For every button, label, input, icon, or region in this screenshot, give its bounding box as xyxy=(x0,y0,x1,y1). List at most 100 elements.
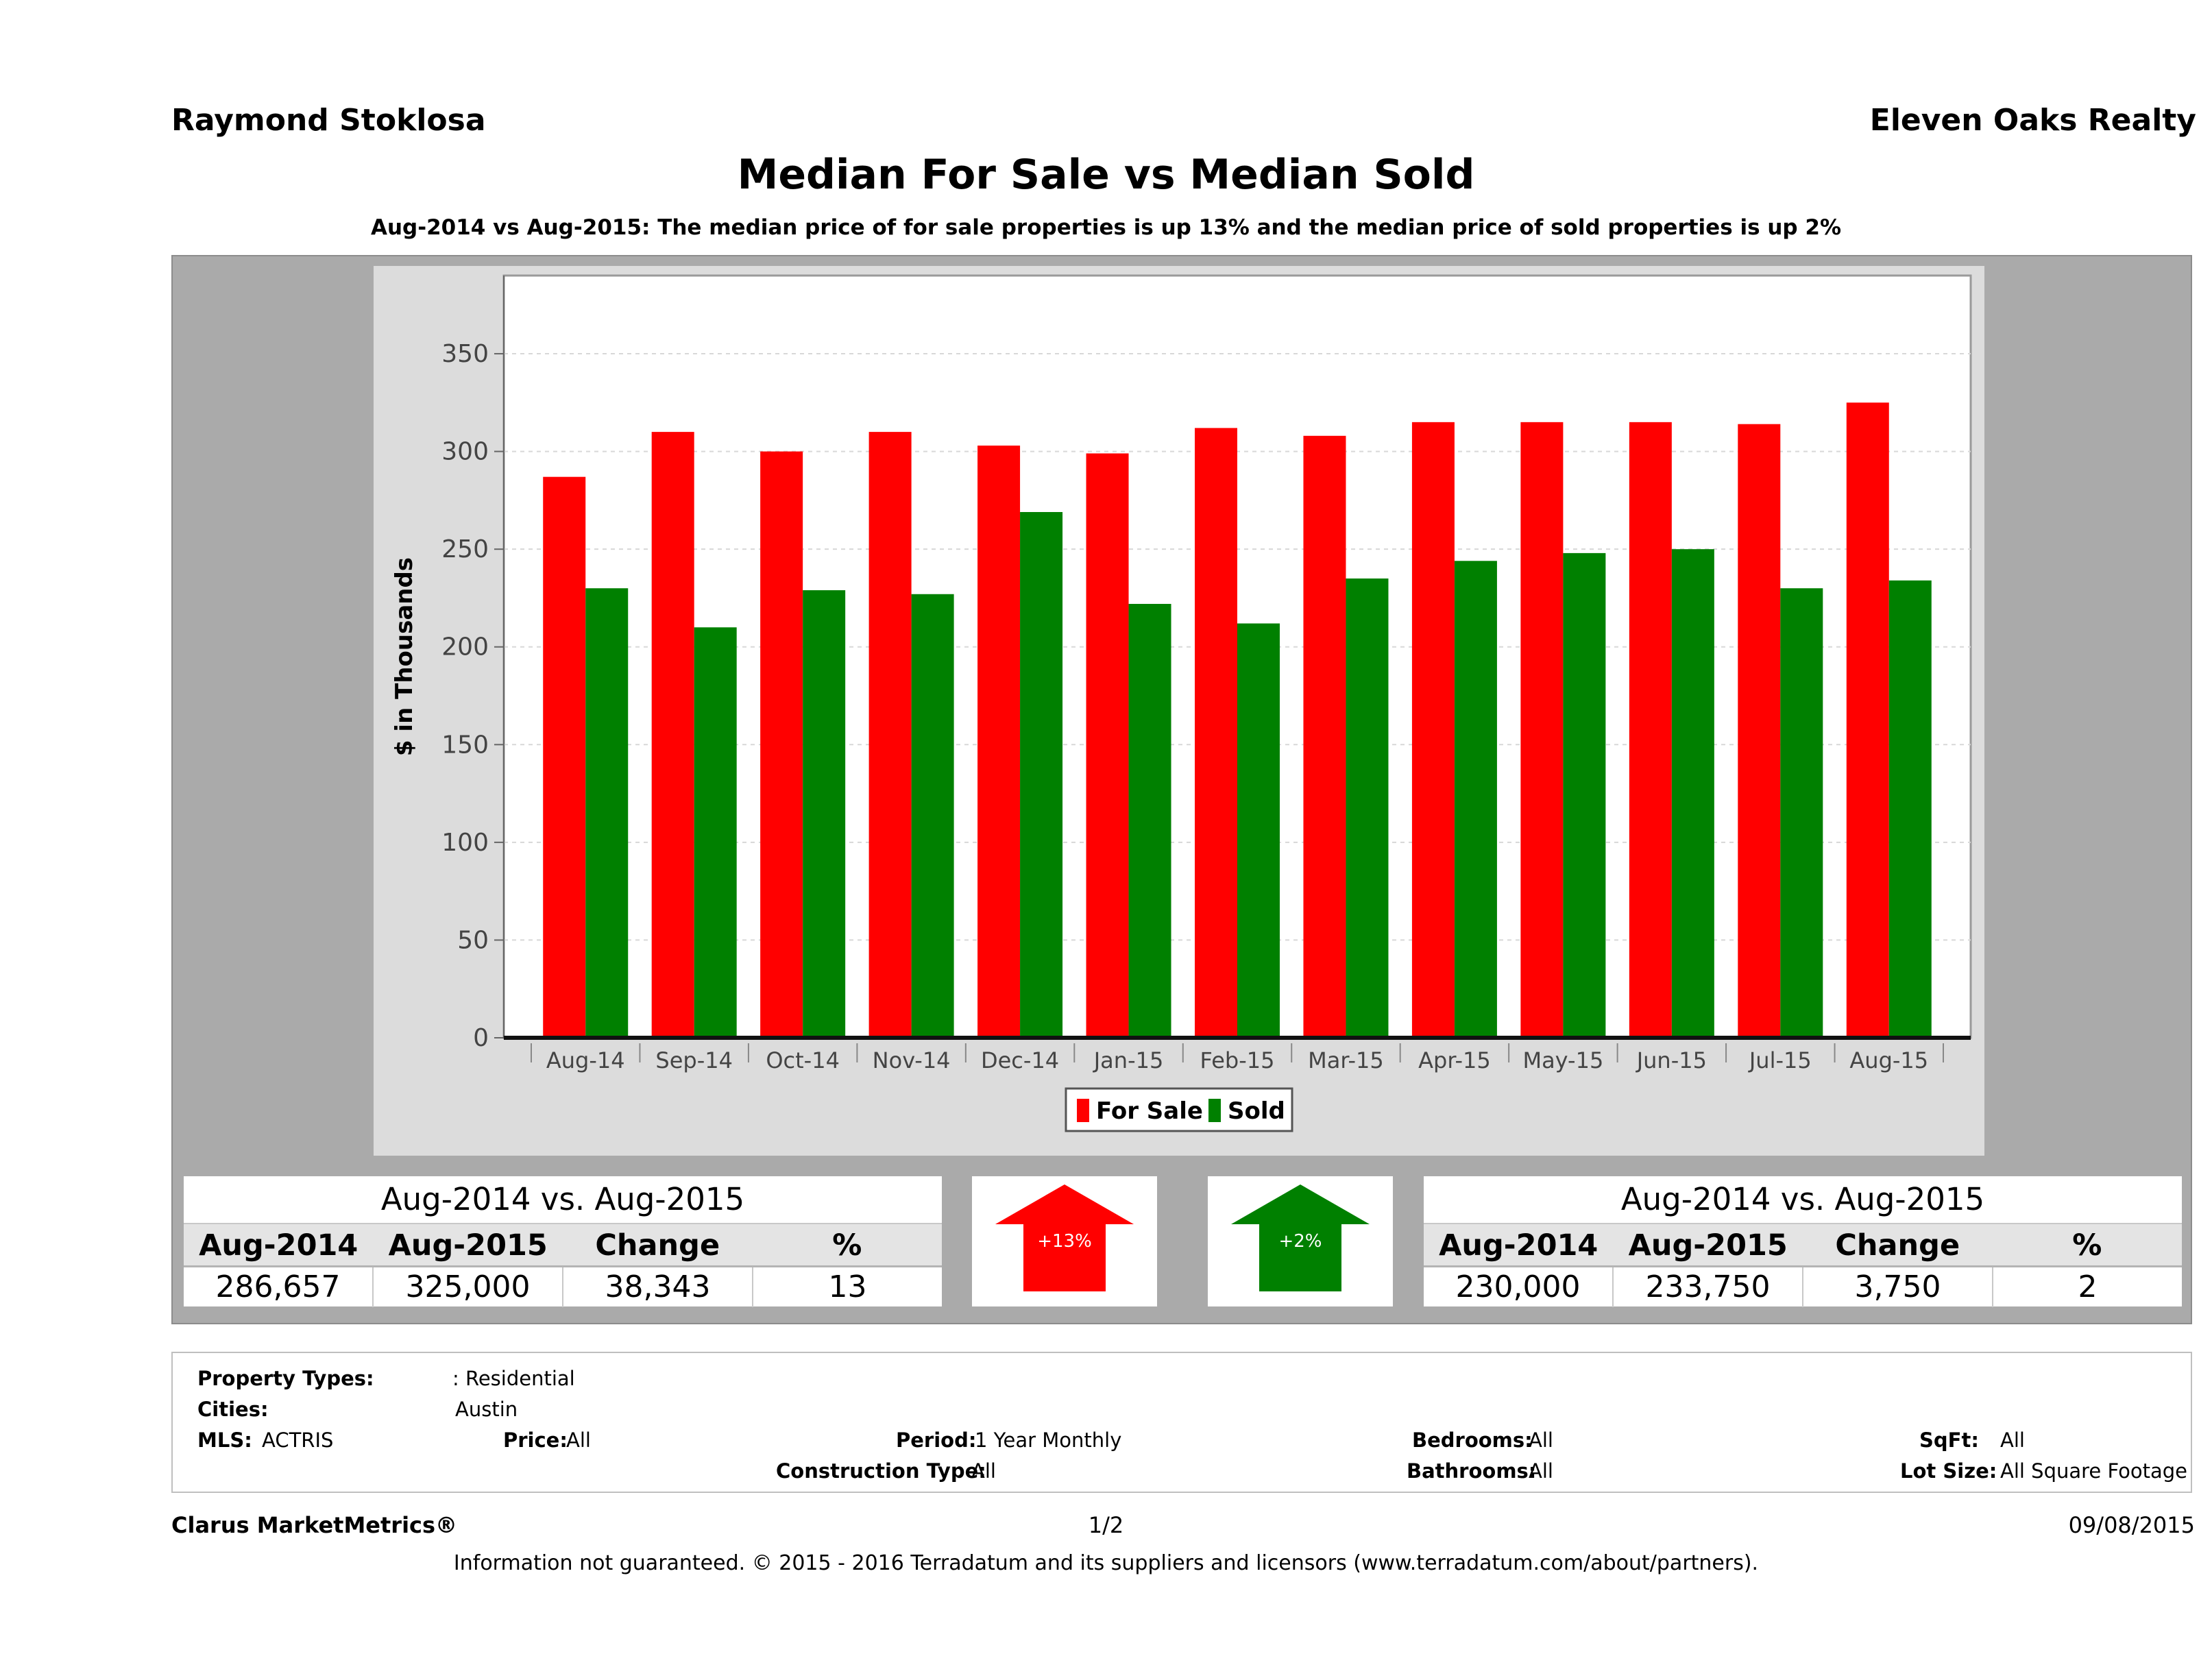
y-tick-label: 350 xyxy=(441,340,489,368)
bedrooms-label: Bedrooms: xyxy=(1412,1428,1533,1452)
table-cell: 286,657 xyxy=(215,1269,341,1304)
bar-sold xyxy=(1237,623,1280,1038)
period-label: Period: xyxy=(896,1428,977,1452)
legend-label-for-sale: For Sale xyxy=(1096,1097,1203,1125)
sold-change-label: +2% xyxy=(1278,1231,1322,1252)
bathrooms-label: Bathrooms: xyxy=(1407,1459,1537,1483)
bar-sold xyxy=(803,590,846,1038)
bar-sold xyxy=(694,627,737,1038)
bar-sold xyxy=(1563,552,1606,1038)
cities-label: Cities: xyxy=(197,1398,269,1421)
table-cell: 230,000 xyxy=(1455,1269,1581,1304)
report-filters: Property Types: : Residential Cities: Au… xyxy=(171,1352,2192,1493)
legend-swatch-for-sale xyxy=(1077,1099,1089,1122)
for-sale-change-label: +13% xyxy=(1037,1231,1092,1252)
bar-sold xyxy=(911,594,954,1038)
bar-sold xyxy=(1128,604,1171,1038)
column-header: Aug-2014 xyxy=(1439,1228,1599,1263)
table-cell: 38,343 xyxy=(562,1267,752,1307)
x-tick-label: Aug-14 xyxy=(546,1047,625,1073)
up-arrow-icon: +2% xyxy=(1231,1184,1370,1291)
x-tick-label: Apr-15 xyxy=(1418,1047,1491,1073)
construction-type-value: All xyxy=(971,1459,996,1483)
bathrooms-value: All xyxy=(1529,1459,1553,1483)
bar-for-sale xyxy=(1738,424,1781,1038)
property-types-value: : Residential xyxy=(452,1367,575,1390)
cities-value: Austin xyxy=(455,1398,518,1421)
bars xyxy=(543,402,1932,1038)
sold-table: Aug-2014 vs. Aug-2015 Aug-2014 Aug-2015 … xyxy=(1424,1176,2182,1307)
legend: For Sale Sold xyxy=(1065,1087,1293,1132)
bar-for-sale xyxy=(543,476,586,1038)
x-tick-label: Sep-14 xyxy=(655,1047,733,1073)
bar-sold xyxy=(1671,549,1714,1038)
y-tick-label: 0 xyxy=(473,1024,489,1052)
table-cell: 233,750 xyxy=(1612,1267,1802,1307)
bar-for-sale xyxy=(1629,422,1672,1038)
chart-title: Median For Sale vs Median Sold xyxy=(737,151,1475,199)
legend-label-sold: Sold xyxy=(1228,1097,1285,1125)
for-sale-change-indicator: +13% xyxy=(972,1176,1157,1306)
agent-name: Raymond Stoklosa xyxy=(171,103,486,138)
x-tick-label: Feb-15 xyxy=(1200,1047,1275,1073)
bar-for-sale xyxy=(760,451,803,1038)
sold-table-value-row: 230,000 233,750 3,750 2 xyxy=(1424,1265,2182,1307)
x-tick-label: Nov-14 xyxy=(873,1047,951,1073)
for-sale-table-heading: Aug-2014 vs. Aug-2015 xyxy=(380,1181,745,1217)
column-header: Change xyxy=(1835,1228,1960,1263)
lot-size-label: Lot Size: xyxy=(1900,1459,1997,1483)
x-tick-label: Jun-15 xyxy=(1636,1047,1707,1073)
table-cell: 2 xyxy=(1992,1267,2182,1307)
sold-table-heading: Aug-2014 vs. Aug-2015 xyxy=(1620,1181,1985,1217)
bedrooms-value: All xyxy=(1529,1428,1553,1452)
company-name: Eleven Oaks Realty xyxy=(1869,103,2196,138)
for-sale-table-header-row: Aug-2014 Aug-2015 Change % xyxy=(184,1223,942,1267)
y-axis-label: $ in Thousands xyxy=(391,557,418,756)
bar-for-sale xyxy=(977,446,1021,1038)
bar-for-sale xyxy=(1520,422,1564,1038)
bar-chart: 0 50 100 150 200 250 300 350 Aug-14 Sep-14 Oct-14 N… xyxy=(391,274,1972,1132)
column-header: Change xyxy=(595,1228,720,1263)
for-sale-table-value-row: 286,657 325,000 38,343 13 xyxy=(184,1265,942,1307)
x-tick-label: Mar-15 xyxy=(1308,1047,1384,1073)
mls-value: ACTRIS xyxy=(262,1428,334,1452)
property-types-label: Property Types: xyxy=(197,1367,374,1390)
price-label: Price: xyxy=(503,1428,568,1452)
y-tick-label: 300 xyxy=(441,438,489,466)
y-tick-label: 200 xyxy=(441,633,489,661)
axes: 0 50 100 150 200 250 300 350 Aug-14 Sep-14 Oct-14 N… xyxy=(441,276,1971,1073)
bar-for-sale xyxy=(1195,428,1237,1038)
up-arrow-icon: +13% xyxy=(995,1184,1134,1291)
sold-table-header-row: Aug-2014 Aug-2015 Change % xyxy=(1424,1223,2182,1267)
column-header: Aug-2015 xyxy=(388,1228,548,1263)
legend-box xyxy=(1065,1087,1293,1132)
y-tick-label: 250 xyxy=(441,535,489,563)
report-date: 09/08/2015 xyxy=(2068,1512,2195,1538)
sold-change-indicator: +2% xyxy=(1208,1176,1393,1306)
bar-sold xyxy=(585,588,629,1038)
column-header: Aug-2015 xyxy=(1628,1228,1788,1263)
column-header: % xyxy=(832,1228,862,1263)
bar-sold xyxy=(1346,578,1389,1038)
lot-size-value: All Square Footage xyxy=(2000,1459,2188,1483)
footer-brand: Clarus MarketMetrics® xyxy=(171,1512,458,1538)
page-number: 1/2 xyxy=(1088,1512,1124,1538)
bar-for-sale xyxy=(1411,422,1455,1038)
column-header: Aug-2014 xyxy=(199,1228,358,1263)
x-tick-label: Jan-15 xyxy=(1093,1047,1164,1073)
period-value: 1 Year Monthly xyxy=(975,1428,1122,1452)
x-tick-label: Dec-14 xyxy=(981,1047,1059,1073)
y-tick-label: 50 xyxy=(457,926,489,954)
x-tick-label: Aug-15 xyxy=(1849,1047,1928,1073)
mls-label: MLS: xyxy=(197,1428,252,1452)
for-sale-table: Aug-2014 vs. Aug-2015 Aug-2014 Aug-2015 … xyxy=(184,1176,942,1307)
construction-type-label: Construction Type: xyxy=(776,1459,986,1483)
sqft-label: SqFt: xyxy=(1919,1428,1979,1452)
bar-for-sale xyxy=(651,432,694,1038)
chart-subtitle: Aug-2014 vs Aug-2015: The median price o… xyxy=(370,215,1842,240)
chart-area: 0 50 100 150 200 250 300 350 Aug-14 Sep-14 Oct-14 N… xyxy=(374,266,1984,1156)
bar-sold xyxy=(1454,561,1497,1038)
table-cell: 3,750 xyxy=(1802,1267,1992,1307)
x-tick-label: May-15 xyxy=(1522,1047,1603,1073)
y-tick-label: 150 xyxy=(441,731,489,759)
